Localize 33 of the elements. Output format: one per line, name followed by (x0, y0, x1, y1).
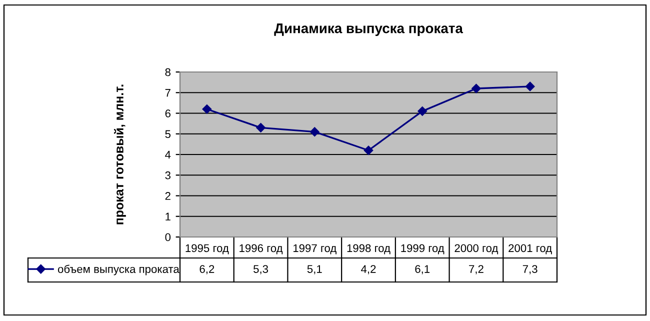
y-tick-label: 3 (165, 171, 170, 180)
data-label: 6,2 (200, 265, 214, 274)
x-tick-label: 1998 год (347, 244, 390, 254)
point (364, 146, 374, 155)
legend-label: объем выпуска проката (58, 264, 180, 276)
y-tick-label: 7 (165, 89, 170, 97)
data-label: 7,2 (469, 265, 484, 274)
x-tick-label: 2000 год (454, 244, 498, 254)
y-tick-label: 0 (165, 233, 171, 242)
y-tick-label: 5 (165, 130, 171, 138)
point (418, 106, 427, 116)
data-label: 4,2 (361, 265, 376, 274)
data-label: 7,3 (522, 265, 538, 274)
x-tick-label: 1996 год (240, 244, 283, 254)
point (525, 82, 535, 92)
point (202, 104, 212, 114)
point (256, 123, 266, 132)
point (310, 127, 320, 136)
y-tick-label: 8 (165, 68, 170, 76)
y-tick-label: 1 (166, 212, 170, 220)
data-label: 5,1 (307, 265, 322, 274)
point (472, 84, 481, 94)
x-tick-label: 2001 год (508, 244, 552, 254)
y-axis-title: прокат готовый, млн.т. (114, 84, 126, 224)
y-tick-label: 6 (165, 110, 170, 118)
chart-title: Динамика выпуска проката (274, 24, 464, 36)
x-tick-label: 1995 год (186, 244, 229, 254)
data-label: 6,1 (415, 265, 430, 274)
y-tick-label: 4 (165, 150, 171, 159)
x-tick-label: 1997 год (293, 244, 336, 254)
data-label: 5,3 (254, 265, 268, 274)
x-tick-label: 1999 год (401, 244, 444, 254)
y-tick-label: 2 (165, 192, 170, 200)
